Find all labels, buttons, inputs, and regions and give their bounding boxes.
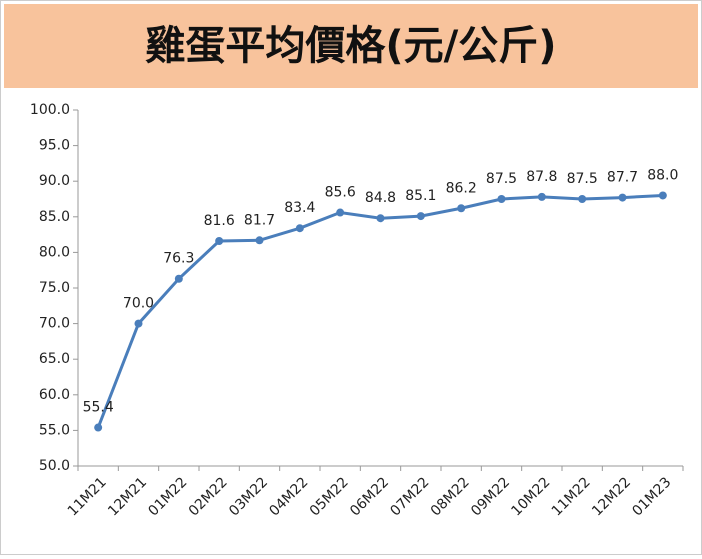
y-tick-label: 55.0: [39, 422, 70, 438]
point: [658, 191, 667, 200]
y-tick-label: 80.0: [39, 244, 70, 260]
point: [134, 319, 143, 328]
data-label: 86.2: [446, 180, 477, 196]
point: [497, 195, 506, 203]
point: [618, 193, 627, 202]
y-tick-label: 100.0: [30, 102, 70, 118]
point: [457, 204, 466, 213]
point: [255, 236, 264, 245]
data-label: 81.6: [204, 213, 235, 229]
data-label: 87.7: [607, 170, 638, 186]
point: [336, 208, 345, 217]
y-tick-label: 65.0: [39, 351, 70, 367]
data-label: 85.6: [325, 185, 356, 201]
point: [376, 214, 385, 223]
y-tick-label: 70.0: [39, 316, 70, 332]
data-label: 84.8: [365, 190, 396, 206]
point: [94, 423, 103, 432]
point: [578, 195, 587, 203]
point: [416, 212, 425, 221]
data-label: 83.4: [284, 200, 315, 216]
point: [295, 224, 304, 233]
y-tick-label: 90.0: [39, 173, 70, 189]
y-tick-label: 85.0: [39, 209, 70, 225]
data-label: 87.5: [486, 171, 517, 187]
data-label: 81.7: [244, 212, 275, 228]
y-tick-label: 50.0: [39, 458, 70, 474]
data-label: 87.5: [567, 171, 598, 187]
point: [174, 274, 183, 283]
y-tick-label: 95.0: [39, 138, 70, 154]
data-label: 76.3: [163, 251, 194, 267]
data-label: 55.4: [83, 400, 114, 416]
data-label: 85.1: [405, 188, 436, 204]
title-banner: [4, 4, 698, 88]
y-tick-label: 60.0: [39, 387, 70, 403]
data-label: 70.0: [123, 296, 154, 312]
y-tick-label: 75.0: [39, 280, 70, 296]
point: [537, 192, 546, 201]
chart-title: 雞蛋平均價格(元/公斤): [145, 23, 556, 69]
point: [215, 237, 224, 246]
data-label: 88.0: [647, 167, 678, 183]
data-label: 87.8: [526, 169, 557, 185]
